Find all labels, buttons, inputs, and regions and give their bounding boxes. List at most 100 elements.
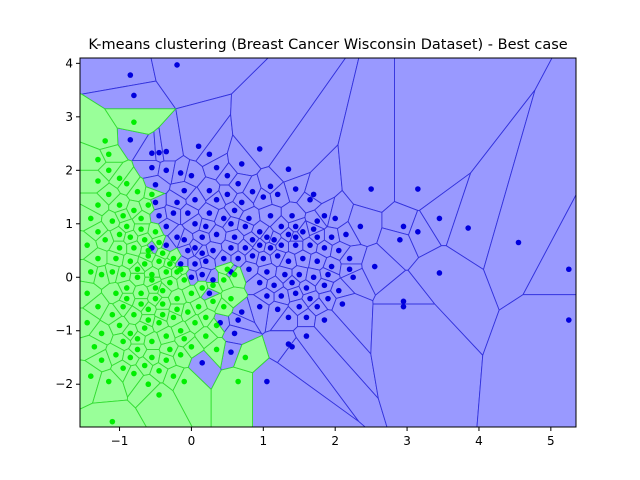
data-point-green <box>116 322 123 329</box>
voronoi-cell-green <box>232 334 270 374</box>
data-point-green <box>231 271 238 278</box>
data-point-blue <box>238 309 245 315</box>
data-point-green <box>105 191 112 198</box>
data-point-blue <box>231 330 238 337</box>
data-point-green <box>109 269 116 275</box>
data-point-blue <box>213 164 220 171</box>
x-tick-label: −1 <box>111 434 129 448</box>
data-point-blue <box>285 231 292 238</box>
data-point-green <box>181 335 188 342</box>
data-point-blue <box>314 234 321 240</box>
y-tick-label: −2 <box>55 377 73 391</box>
data-point-blue <box>350 274 356 281</box>
data-point-green <box>134 346 141 353</box>
x-tick-label: 0 <box>188 434 196 448</box>
data-point-blue <box>192 196 198 203</box>
x-tick-label: 3 <box>403 434 411 448</box>
data-point-green <box>152 295 159 302</box>
data-point-blue <box>339 301 346 307</box>
data-point-green <box>87 269 94 275</box>
data-point-green <box>141 261 148 267</box>
data-point-blue <box>185 210 191 216</box>
data-point-green <box>105 151 112 158</box>
data-point-blue <box>149 164 155 171</box>
data-point-blue <box>195 143 202 150</box>
data-point-green <box>120 271 126 278</box>
data-point-green <box>159 311 166 318</box>
data-point-green <box>188 343 195 350</box>
data-point-blue <box>199 360 205 366</box>
data-point-blue <box>274 191 281 198</box>
data-point-blue <box>325 271 331 278</box>
data-point-green <box>141 362 148 369</box>
data-point-green <box>116 175 123 182</box>
data-point-blue <box>192 261 198 267</box>
data-point-green <box>95 229 101 235</box>
data-point-blue <box>278 242 285 248</box>
data-point-blue <box>271 282 277 289</box>
data-point-blue <box>515 239 522 246</box>
data-point-green <box>242 354 249 361</box>
data-point-blue <box>436 215 443 222</box>
data-point-blue <box>292 234 299 240</box>
data-point-blue <box>256 303 263 310</box>
data-point-green <box>84 319 90 326</box>
data-point-blue <box>314 258 321 265</box>
data-point-blue <box>127 72 134 78</box>
data-points <box>84 62 572 425</box>
data-point-blue <box>307 196 313 203</box>
data-point-blue <box>274 306 281 313</box>
y-tick-label: 3 <box>65 110 73 124</box>
data-point-blue <box>131 92 137 99</box>
data-point-green <box>167 279 173 286</box>
data-point-blue <box>415 186 421 192</box>
y-tick-label: 0 <box>65 270 73 284</box>
data-point-blue <box>210 277 216 283</box>
data-point-green <box>149 277 155 283</box>
data-point-green <box>105 378 112 385</box>
data-point-blue <box>163 223 170 230</box>
data-point-blue <box>343 231 349 238</box>
data-point-blue <box>249 253 256 259</box>
y-tick-label: 1 <box>65 217 73 231</box>
data-point-blue <box>264 378 270 385</box>
data-point-green <box>203 314 209 321</box>
data-point-green <box>149 338 155 345</box>
data-point-blue <box>156 212 162 219</box>
data-point-blue <box>256 242 263 248</box>
data-point-blue <box>181 187 188 194</box>
data-point-blue <box>213 196 220 203</box>
chart-title: K-means clustering (Breast Cancer Wiscon… <box>88 37 567 53</box>
data-point-blue <box>213 231 220 238</box>
data-point-green <box>220 303 227 310</box>
data-point-blue <box>177 170 184 176</box>
data-point-blue <box>310 226 317 232</box>
voronoi-cell-green <box>228 266 247 289</box>
data-point-blue <box>321 212 328 219</box>
data-point-blue <box>310 191 317 198</box>
data-point-green <box>134 335 141 342</box>
data-point-blue <box>400 303 407 310</box>
y-axis-ticks: −2 −1 0 1 2 3 4 <box>55 56 80 391</box>
data-point-blue <box>321 282 328 289</box>
data-point-green <box>149 191 155 198</box>
x-axis-ticks: −1 0 1 2 3 4 5 <box>111 427 555 448</box>
data-point-green <box>228 295 234 302</box>
data-point-green <box>95 303 101 310</box>
plot-frame <box>79 57 577 428</box>
x-tick-label: 5 <box>547 434 555 448</box>
data-point-green <box>141 237 148 243</box>
data-point-blue <box>224 191 231 198</box>
data-point-green <box>84 242 90 248</box>
data-point-green <box>170 373 177 380</box>
data-point-blue <box>346 266 353 273</box>
data-point-blue <box>206 290 213 297</box>
data-point-green <box>220 277 227 283</box>
data-point-green <box>181 277 188 283</box>
data-point-green <box>134 188 141 195</box>
data-point-blue <box>188 172 195 179</box>
data-point-blue <box>307 295 313 302</box>
data-point-blue <box>321 245 328 251</box>
data-point-green <box>116 245 123 251</box>
